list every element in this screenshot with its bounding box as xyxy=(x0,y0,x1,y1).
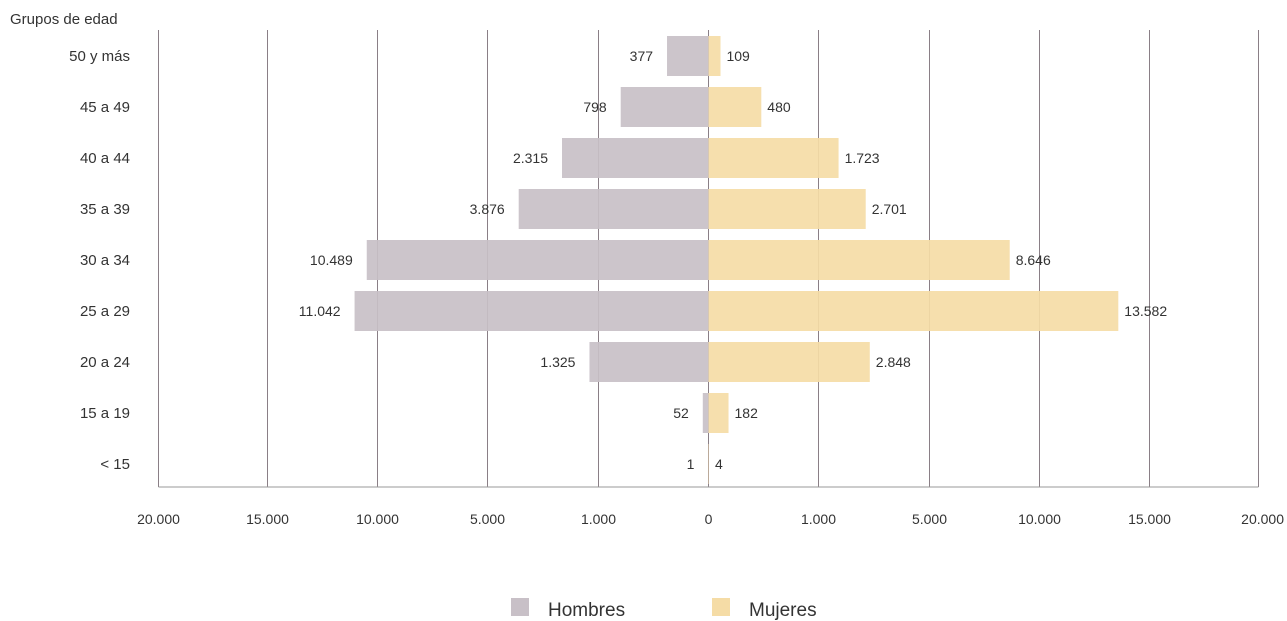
category-label: 50 y más xyxy=(69,48,130,65)
x-tick-label: 5.000 xyxy=(912,511,947,527)
value-label-mujeres: 1.723 xyxy=(845,150,880,166)
value-labels: 377 109 798 480 2.315 1.723 3.876 2.701 10.489 8.… xyxy=(299,48,1168,472)
bar-hombres xyxy=(562,138,709,178)
bar-mujeres xyxy=(708,291,1119,331)
category-label: 15 a 19 xyxy=(80,405,130,422)
x-tick-label: 1.000 xyxy=(581,511,616,527)
bar-hombres xyxy=(667,36,709,76)
value-label-mujeres: 2.701 xyxy=(872,201,907,217)
legend-swatch-mujeres xyxy=(712,598,730,616)
bar-hombres xyxy=(518,189,709,229)
category-label: 25 a 29 xyxy=(80,303,130,320)
legend-label-hombres: Hombres xyxy=(548,600,625,621)
bar-mujeres xyxy=(708,87,762,127)
category-label: 35 a 39 xyxy=(80,201,130,218)
bar-mujeres xyxy=(708,342,870,382)
x-tick-label: 10.000 xyxy=(1018,511,1061,527)
value-label-hombres: 1 xyxy=(687,456,695,472)
bar-hombres xyxy=(702,393,709,433)
x-tick-label: 10.000 xyxy=(356,511,399,527)
bar-hombres xyxy=(354,291,709,331)
value-label-mujeres: 109 xyxy=(726,48,750,64)
bar-hombres xyxy=(589,342,709,382)
value-label-hombres: 10.489 xyxy=(310,252,353,268)
value-label-hombres: 377 xyxy=(630,48,654,64)
value-label-hombres: 798 xyxy=(583,99,607,115)
value-label-mujeres: 8.646 xyxy=(1016,252,1051,268)
x-tick-label: 0 xyxy=(705,511,713,527)
legend-label-mujeres: Mujeres xyxy=(749,600,817,621)
y-axis-title: Grupos de edad xyxy=(10,11,118,28)
x-tick-label: 15.000 xyxy=(246,511,289,527)
category-label: 40 a 44 xyxy=(80,150,130,167)
x-tick-label: 20.000 xyxy=(1241,511,1284,527)
category-labels: 50 y más 45 a 49 40 a 44 35 a 39 30 a 34 25 a… xyxy=(69,48,130,473)
value-label-hombres: 1.325 xyxy=(540,354,575,370)
value-label-mujeres: 182 xyxy=(735,405,759,421)
bar-mujeres xyxy=(708,393,729,433)
bars xyxy=(354,36,1119,484)
legend-swatch-hombres xyxy=(511,598,529,616)
value-label-mujeres: 2.848 xyxy=(876,354,911,370)
bar-hombres xyxy=(366,240,709,280)
bar-mujeres xyxy=(708,189,866,229)
bar-mujeres xyxy=(708,138,839,178)
bar-hombres xyxy=(620,87,709,127)
value-label-mujeres: 13.582 xyxy=(1124,303,1167,319)
legend: Hombres Mujeres xyxy=(511,598,817,621)
x-tick-label: 5.000 xyxy=(470,511,505,527)
x-tick-label: 20.000 xyxy=(137,511,180,527)
value-label-mujeres: 4 xyxy=(715,456,723,472)
value-label-hombres: 52 xyxy=(673,405,689,421)
category-label: < 15 xyxy=(100,456,130,473)
category-label: 30 a 34 xyxy=(80,252,130,269)
category-label: 20 a 24 xyxy=(80,354,130,371)
value-label-mujeres: 480 xyxy=(767,99,791,115)
bar-mujeres xyxy=(708,36,721,76)
value-label-hombres: 3.876 xyxy=(470,201,505,217)
bar-mujeres xyxy=(708,240,1010,280)
x-tick-label: 1.000 xyxy=(801,511,836,527)
category-label: 45 a 49 xyxy=(80,99,130,116)
x-tick-label: 15.000 xyxy=(1128,511,1171,527)
x-axis-ticks: 20.000 15.000 10.000 5.000 1.000 0 1.000 5.000 1… xyxy=(137,511,1284,527)
value-label-hombres: 2.315 xyxy=(513,150,548,166)
value-label-hombres: 11.042 xyxy=(299,303,341,319)
